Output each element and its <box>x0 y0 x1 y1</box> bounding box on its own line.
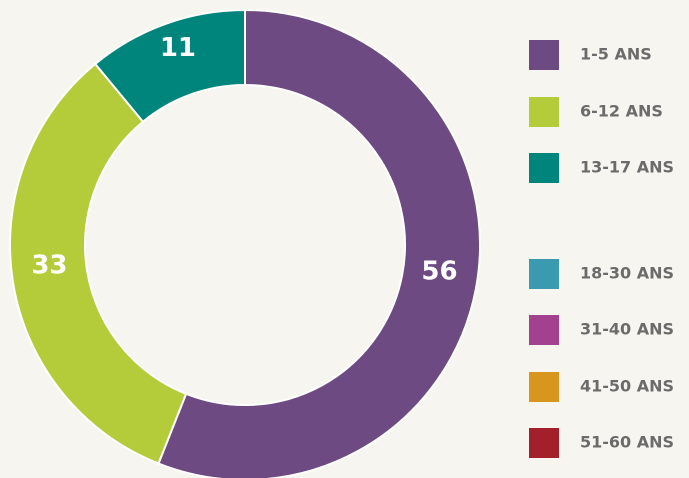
legend-swatch <box>529 153 559 183</box>
legend-swatch <box>529 372 559 402</box>
legend-swatch <box>529 259 559 289</box>
legend-label: 51-60 ANS <box>580 433 674 452</box>
slice <box>93 8 246 124</box>
legend-label: 31-40 ANS <box>580 320 674 339</box>
slice <box>9 62 188 465</box>
legend-swatch <box>529 40 559 70</box>
legend-swatch <box>529 428 559 458</box>
legend-swatch <box>529 97 559 127</box>
legend-label: 13-17 ANS <box>580 158 674 177</box>
legend-label: 41-50 ANS <box>580 377 674 396</box>
slice-label: 33 <box>31 250 67 280</box>
legend-label: 1-5 ANS <box>580 45 652 64</box>
legend-swatch <box>529 315 559 345</box>
slice-label: 11 <box>160 33 196 63</box>
legend-label: 18-30 ANS <box>580 264 674 283</box>
slice-label: 56 <box>421 257 457 287</box>
legend-label: 6-12 ANS <box>580 102 663 121</box>
slice <box>157 8 482 478</box>
